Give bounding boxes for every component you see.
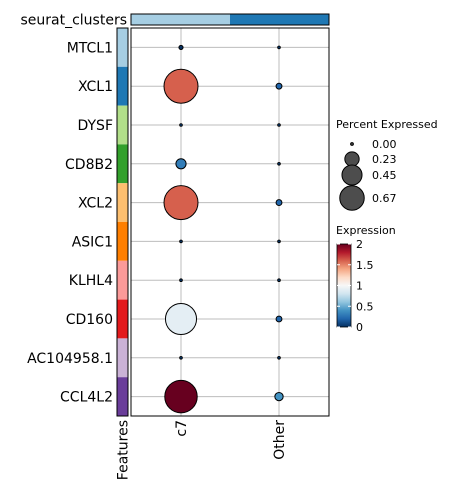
dot-cd160-other [275,315,283,323]
feature-labels: MTCL1 XCL1 DYSF CD8B2 XCL2 ASIC1 KLHL4 CD160 AC1… [27,40,113,405]
left-annotation-cd8b2 [117,144,128,184]
dots-layer [163,44,284,414]
left-annotation-ac104958-1 [117,338,128,378]
dot-ccl4l2-c7 [164,379,198,414]
color-legend-label-2: 1 [356,280,363,293]
left-annotation-xcl1 [117,66,128,106]
top-annotation-bar [130,13,330,26]
dot-cd8b2-c7 [175,158,187,170]
size-legend-dot-2 [341,164,363,186]
dot-cd8b2-other [277,162,281,166]
left-annotation-xcl2 [117,183,128,222]
left-annotation-dysf [117,105,128,145]
color-legend-label-3: 1.5 [356,259,374,272]
group-labels: c7 Other [174,420,288,460]
size-legend-title: Percent Expressed [336,118,438,131]
dot-klhl4-other [277,278,281,283]
color-legend-label-0: 0 [356,321,363,334]
left-annotation-bar [116,27,129,417]
left-annotation-border [116,27,129,417]
group-label-other: Other [272,420,288,460]
feature-label-xcl1: XCL1 [78,79,113,95]
size-legend-label-2: 0.45 [372,169,397,182]
dot-klhl4-c7 [179,278,183,283]
feature-label-mtcl1: MTCL1 [67,40,113,56]
dot-dysf-c7 [179,123,183,127]
dot-ccl4l2-other [274,391,284,402]
size-legend-dot-1 [344,151,360,167]
color-legend-label-4: 2 [356,238,363,251]
size-legend: Percent Expressed 0.00 0.23 0.45 0.67 [336,118,438,211]
left-annotation-label: Features [116,420,132,480]
dot-xcl2-other [275,199,283,207]
dot-mtcl1-other [277,45,281,50]
size-legend-dot-0 [350,142,354,146]
size-legend-dot-3 [339,185,365,211]
top-annotation-border [130,13,330,26]
left-annotation-mtcl1 [117,28,128,67]
left-annotation-klhl4 [117,260,128,300]
color-legend: Expression 0 0.5 1 1.5 2 [336,224,396,334]
top-annotation-c7 [131,14,230,25]
left-annotation-asic1 [117,222,128,261]
left-annotation-cd160 [117,299,128,339]
feature-label-asic1: ASIC1 [72,234,113,250]
feature-label-xcl2: XCL2 [78,196,113,212]
grid-lines [131,28,329,416]
feature-label-cd160: CD160 [66,312,113,328]
group-label-c7: c7 [174,420,190,437]
dot-dysf-other [277,123,281,127]
feature-label-cd8b2: CD8B2 [65,157,113,173]
feature-label-dysf: DYSF [77,118,113,134]
feature-label-ccl4l2: CCL4L2 [60,390,113,406]
dot-ac104958-1-other [277,355,281,360]
dot-ac104958-1-c7 [179,355,183,360]
dot-xcl2-c7 [163,185,199,221]
feature-label-klhl4: KLHL4 [69,273,113,289]
dot-mtcl1-c7 [178,44,184,50]
size-legend-label-3: 0.67 [372,192,397,205]
size-legend-label-0: 0.00 [372,138,397,151]
feature-label-ac104958-1: AC104958.1 [27,351,113,367]
dot-asic1-c7 [179,239,183,244]
top-annotation-other [230,14,329,25]
color-legend-title: Expression [336,224,396,237]
dot-xcl1-c7 [163,68,199,104]
dot-cd160-c7 [164,302,198,336]
size-legend-label-1: 0.23 [372,153,397,166]
dot-xcl1-other [275,82,283,90]
dot-asic1-other [277,239,281,244]
color-legend-label-1: 0.5 [356,300,374,313]
top-annotation-label: seurat_clusters [20,13,127,29]
plot-panel-border [130,27,330,417]
left-annotation-ccl4l2 [117,377,128,416]
